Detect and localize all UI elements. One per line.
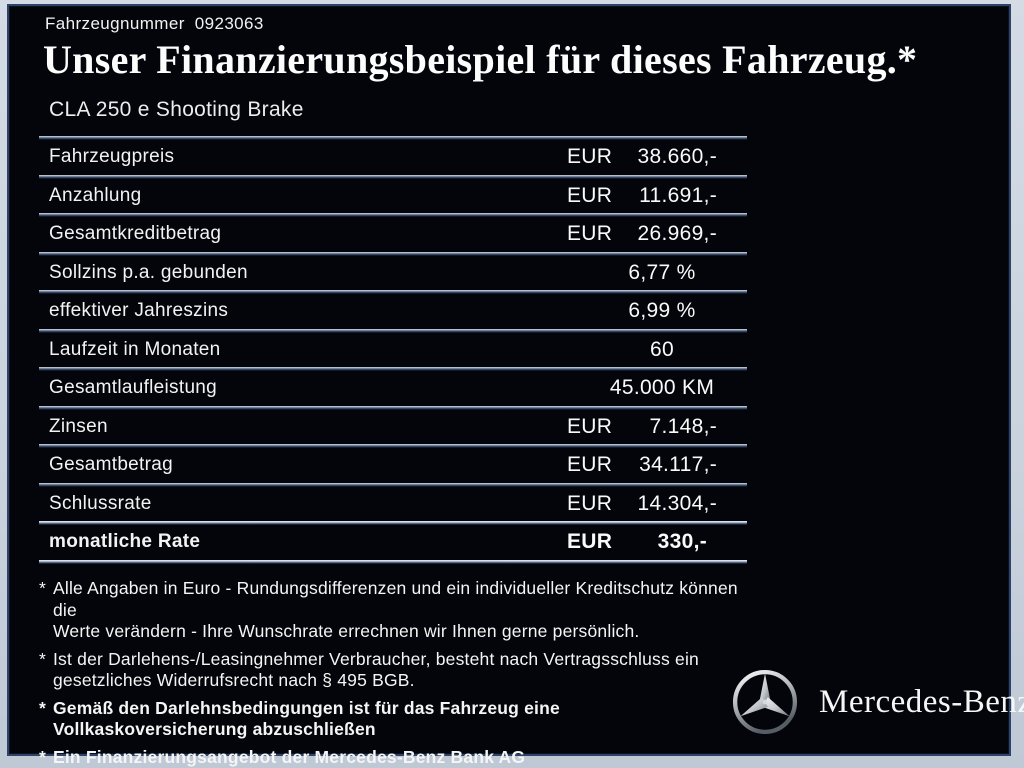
vehicle-number-value: 0923063 <box>194 14 264 33</box>
table-row-gesamtbetrag: Gesamtbetrag EUR 34.117,- <box>39 448 747 483</box>
table-separator <box>39 328 747 333</box>
financing-table: Fahrzeugpreis EUR 38.660,- Anzahlung EUR 1… <box>39 136 747 564</box>
row-label: monatliche Rate <box>49 531 201 553</box>
table-separator <box>39 136 747 140</box>
footnote-line: Ist der Darlehens-/Leasingnehmer Verbrau… <box>53 648 699 669</box>
footnote-rounding: * Alle Angaben in Euro - Rundungsdiffere… <box>39 578 755 643</box>
row-label: effektiver Jahreszins <box>49 300 229 322</box>
table-row-zinsen: Zinsen EUR 7.148,- <box>39 410 747 445</box>
footnote-line: gesetzliches Widerrufsrecht nach § 495 B… <box>53 670 415 690</box>
row-currency: EUR <box>567 145 613 169</box>
row-label: Fahrzeugpreis <box>49 146 175 168</box>
vehicle-model: CLA 250 e Shooting Brake <box>49 98 304 121</box>
table-row-laufzeit: Laufzeit in Monaten 60 <box>39 333 747 368</box>
row-currency: EUR <box>567 491 613 515</box>
table-row-fahrzeugpreis: Fahrzeugpreis EUR 38.660,- <box>39 140 747 175</box>
table-separator <box>39 251 747 256</box>
footnote-line: Werte verändern - Ihre Wunschrate errech… <box>53 621 640 641</box>
asterisk-marker: * <box>39 697 47 718</box>
table-row-sollzins: Sollzins p.a. gebunden 6,77 % <box>39 256 747 291</box>
vehicle-number: Fahrzeugnummer 0923063 <box>45 14 264 34</box>
row-label: Anzahlung <box>49 184 142 206</box>
table-separator <box>39 444 747 448</box>
row-value: 11.691,- <box>639 183 717 207</box>
row-label: Sollzins p.a. gebunden <box>49 261 248 283</box>
row-label: Zinsen <box>49 415 108 437</box>
brand-name: Mercedes-Benz <box>819 683 1024 720</box>
table-row-schlussrate: Schlussrate EUR 14.304,- <box>39 487 747 522</box>
row-value: 330,- <box>657 530 707 554</box>
footnote-line: Gemäß den Darlehnsbedingungen ist für da… <box>53 697 560 718</box>
row-value: 38.660,- <box>637 145 717 169</box>
table-separator <box>39 174 747 179</box>
row-value: 7.148,- <box>649 414 717 438</box>
asterisk-marker: * <box>39 648 47 669</box>
row-label: Gesamtkreditbetrag <box>49 223 222 245</box>
table-row-gesamtkreditbetrag: Gesamtkreditbetrag EUR 26.969,- <box>39 217 747 252</box>
table-row-monatliche-rate: monatliche Rate EUR 330,- <box>39 525 747 560</box>
footnote-line: Vollkaskoversicherung abzuschließen <box>53 719 376 739</box>
mercedes-star-icon <box>732 669 798 735</box>
footnotes: * Alle Angaben in Euro - Rundungsdiffere… <box>39 578 755 768</box>
row-currency: EUR <box>567 530 613 554</box>
financing-sheet: Fahrzeugnummer 0923063 Unser Finanzierung… <box>7 4 1024 767</box>
footnote-line: Alle Angaben in Euro - Rundungsdifferenz… <box>53 578 738 620</box>
row-label: Laufzeit in Monaten <box>49 338 221 360</box>
table-separator <box>39 482 747 487</box>
row-value: 6,77 % <box>628 260 696 284</box>
table-separator <box>39 367 747 371</box>
asterisk-marker: * <box>39 578 47 598</box>
brand-lockup: Mercedes-Benz <box>731 668 1024 736</box>
row-value: 14.304,- <box>637 491 717 515</box>
table-row-gesamtlaufleistung: Gesamtlaufleistung 45.000 KM <box>39 371 747 406</box>
table-separator <box>39 290 747 294</box>
row-value: 26.969,- <box>637 222 717 246</box>
vehicle-number-label: Fahrzeugnummer <box>45 14 185 33</box>
row-currency: EUR <box>567 414 613 438</box>
footnote-widerrufsrecht: * Ist der Darlehens-/Leasingnehmer Verbr… <box>39 649 755 692</box>
footnote-bank: * Ein Finanzierungsangebot der Mercedes-… <box>39 747 755 768</box>
row-value: 60 <box>650 337 674 361</box>
row-currency: EUR <box>567 222 613 246</box>
row-label: Schlussrate <box>49 492 152 514</box>
table-row-anzahlung: Anzahlung EUR 11.691,- <box>39 179 747 214</box>
table-separator <box>39 559 747 564</box>
row-value: 45.000 KM <box>609 376 715 400</box>
row-label: Gesamtbetrag <box>49 454 173 476</box>
table-separator <box>39 213 747 217</box>
table-row-effektiver-jahreszins: effektiver Jahreszins 6,99 % <box>39 294 747 329</box>
row-currency: EUR <box>567 183 613 207</box>
row-value: 6,99 % <box>628 299 696 323</box>
footnote-vollkasko: * Gemäß den Darlehnsbedingungen ist für … <box>39 698 755 741</box>
row-value: 34.117,- <box>639 453 717 477</box>
table-separator <box>39 521 747 525</box>
row-currency: EUR <box>567 453 613 477</box>
table-separator <box>39 405 747 410</box>
row-label: Gesamtlaufleistung <box>49 377 218 399</box>
footnote-line: Ein Finanzierungsangebot der Mercedes-Be… <box>53 746 526 767</box>
asterisk-marker: * <box>39 746 47 767</box>
page-title: Unser Finanzierungsbeispiel für dieses F… <box>43 37 918 82</box>
